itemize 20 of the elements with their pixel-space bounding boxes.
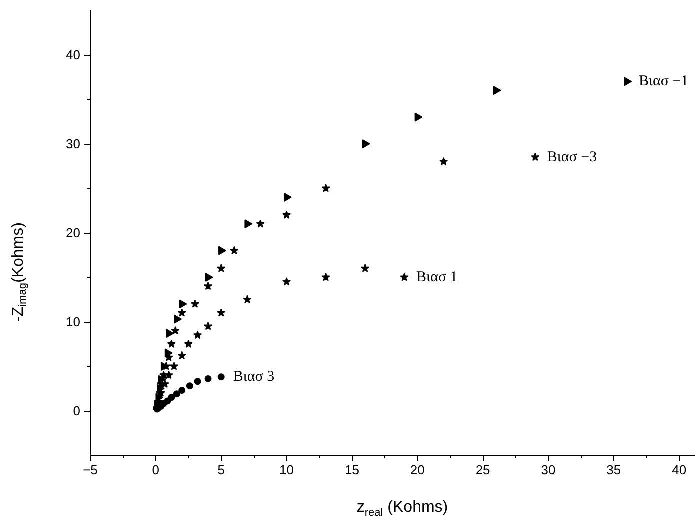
x-tick-label: 5: [218, 462, 225, 478]
x-tick-label: 40: [672, 462, 687, 478]
x-tick-label: −5: [83, 462, 98, 478]
y-tick-label: 10: [66, 314, 81, 330]
y-tick-label: 30: [66, 136, 81, 152]
x-tick-label: 35: [606, 462, 622, 478]
x-tick-label: 15: [344, 462, 360, 478]
x-tick-label: 10: [280, 462, 294, 478]
x-tick-label: 25: [476, 462, 490, 478]
y-tick-label: 20: [66, 226, 81, 240]
x-tick-label: 0: [152, 462, 160, 478]
x-tick-label: 20: [410, 462, 425, 478]
series-label: Βιασ −3: [547, 149, 598, 166]
series-label: Βιασ 1: [416, 270, 458, 286]
x-tick-label: 30: [541, 462, 556, 478]
series-label: Βιασ 3: [233, 369, 275, 386]
x-axis-title: z$_{real}$ (Kohms): [356, 498, 448, 522]
series-label: Βιασ −1: [638, 74, 689, 90]
y-tick-label: 0: [73, 404, 81, 418]
y-tick-label: 40: [66, 48, 81, 62]
